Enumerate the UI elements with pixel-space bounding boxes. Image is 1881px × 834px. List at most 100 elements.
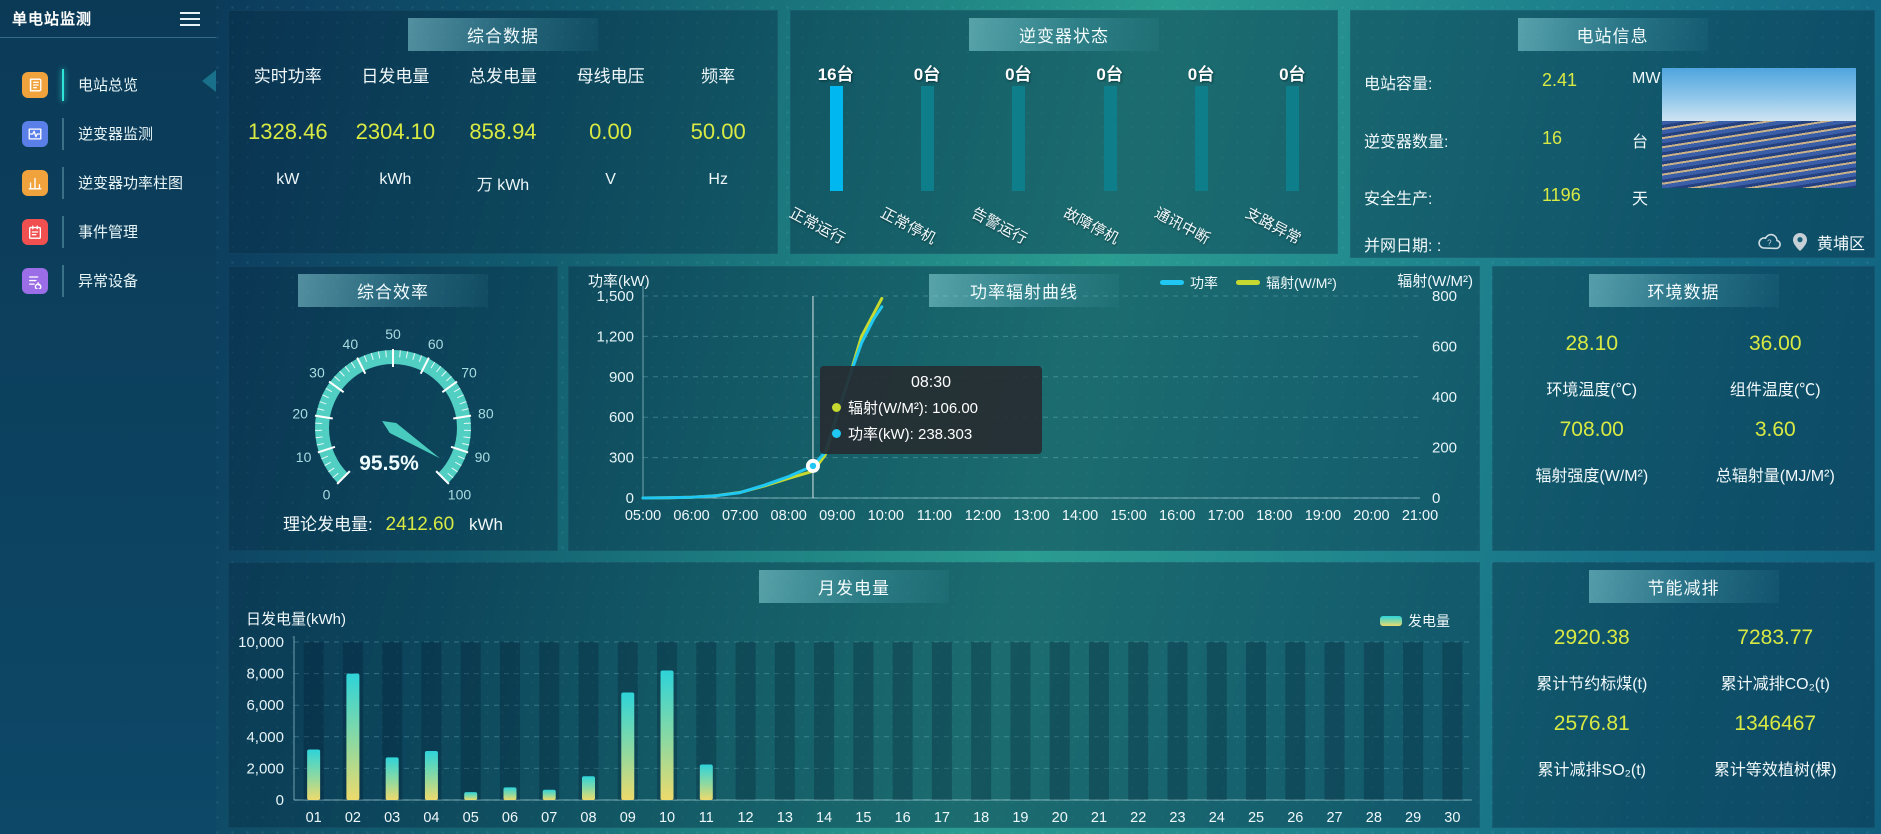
bar-day-11[interactable] [699,764,713,800]
metric-unit: 万 kWh [476,177,530,194]
inverter-status-category: 通讯中断 [1151,204,1213,248]
bar-shadow-column [1246,642,1267,800]
gauge-minor-tick [405,351,409,359]
inverter-status-category: 告警运行 [968,204,1030,248]
x-axis-tick: 14:00 [1062,508,1098,524]
panel-title-curve: 功率辐射曲线 [929,274,1119,307]
metric-value: 50.00 [690,119,746,144]
legend-swatch [1380,616,1402,626]
tooltip-series-row: 辐射(W/M²): 106.00 [832,397,1030,418]
bar-day-06[interactable] [503,787,517,800]
series-line-功率 [641,305,884,500]
hamburger-menu-icon[interactable] [178,10,202,28]
inverter-status-bar[interactable] [1194,86,1208,191]
efficiency-gauge-chart[interactable]: 0 10 20 30 40 50 60 70 80 90 100 95.5% [228,300,558,504]
environment-cell-4: 3.60 总辐射量(MJ/M²) [1684,418,1868,486]
location-pin-icon[interactable] [1792,233,1807,251]
bar-day-09[interactable] [621,692,635,800]
station-info-row-4: 并网日期: : [1364,232,1442,255]
weather-cloud-icon[interactable]: ? [1757,233,1783,251]
gauge-minor-tick [324,461,332,467]
metric-unit: V [605,171,616,188]
panel-inverter-status: 逆变器状态 16台 正常运行 0台 正常停机 0台 告警运行 0台 故障停机 0台 通讯中断 0台支… [786,10,1338,254]
right-axis-tick: 600 [1432,339,1457,356]
sidebar-header: 单电站监测 [0,0,216,38]
legend-item[interactable]: 辐射(W/M²) [1236,275,1337,291]
sidebar-item-2[interactable]: 逆变器监测 [0,109,216,158]
panel-monthly-energy: 月发电量 日发电量(kWh) 发电量 10,000 8,000 6,000 4,000 2,… [228,562,1480,828]
sidebar-collapse-arrow[interactable] [202,70,216,92]
bar-day-08[interactable] [582,776,595,800]
inverter-status-bar[interactable] [1103,86,1117,191]
station-location-row: ? 黄埔区 [1757,230,1865,254]
bar-day-10[interactable] [660,670,674,800]
tooltip-series-text: 功率(kW): 238.303 [848,426,973,443]
left-axis-tick: 600 [609,409,634,426]
inverter-status-bar[interactable] [1012,86,1026,191]
saving-label: 累计节约标煤(t) [1536,676,1648,693]
bar-day-03[interactable] [385,757,399,800]
x-axis-tick: 05 [463,810,479,826]
y-axis-tick: 10,000 [238,634,284,651]
gauge-value: 95.5% [359,452,419,475]
inverter-status-col-5: 0台通讯中断 [1152,56,1246,254]
legend-item[interactable]: 功率 [1160,275,1218,291]
bar-shadow-column [499,642,520,800]
summary-metric-5: 频率 50.00 Hz [664,50,772,244]
theory-energy-unit: kWh [468,515,503,534]
gauge-minor-tick [445,376,452,382]
bar-day-05[interactable] [464,792,478,800]
station-row-label: 并网日期: : [1364,238,1442,255]
x-axis-tick: 18 [973,810,989,826]
saving-value: 1346467 [1734,712,1817,735]
x-axis-tick: 21:00 [1402,508,1438,524]
bar-day-02[interactable] [346,673,360,800]
gauge-major-tick [419,357,430,375]
inverter-status-bar[interactable] [920,86,934,191]
legend-item[interactable]: 发电量 [1380,613,1450,629]
legend-swatch [1160,280,1184,285]
monitor-glyph [28,127,42,140]
bar-day-04[interactable] [424,751,438,800]
bar-day-01[interactable] [307,749,321,800]
station-row-label: 电站容量: [1364,76,1433,93]
x-axis-tick: 03 [384,810,400,826]
station-info-row-1: 电站容量: 2.41 MW [1364,70,1660,93]
power-radiation-line-chart[interactable]: 1,500 1,200 900 600 300 0 800 600 400 200 0 功率(kW) 辐… [568,266,1480,551]
x-axis-tick: 08 [580,810,596,826]
inverter-status-bar[interactable] [1286,86,1300,191]
inverter-status-bar[interactable] [829,86,843,191]
metric-unit: Hz [708,171,728,188]
inverter-status-col-1: 16台 正常运行 [786,56,881,254]
saving-label: 累计减排SO₂(t) [1537,762,1646,779]
gauge-minor-tick [332,472,339,479]
environment-cell-2: 36.00 组件温度(℃) [1684,332,1868,400]
inverter-status-chart[interactable]: 16台 正常运行 0台 正常停机 0台 告警运行 0台 故障停机 0台 通讯中断 0台 支路异常 [786,56,1338,254]
gauge-minor-tick [453,387,461,393]
panel-energy-saving: 节能减排 2920.38 累计节约标煤(t) 7283.77 累计减排CO₂(t) 25… [1492,562,1875,828]
sidebar-item-4[interactable]: 事件管理 [0,207,216,256]
sidebar-item-3[interactable]: 逆变器功率柱图 [0,158,216,207]
station-row-value: 1196 [1542,185,1581,205]
environment-value: 36.00 [1748,332,1802,355]
x-axis-tick: 12:00 [965,508,1001,524]
gauge-minor-tick [377,351,381,359]
gauge-tick-label: 20 [292,405,308,421]
x-axis-tick: 01 [306,810,322,826]
tooltip-series-dot [832,403,841,412]
gauge-minor-tick [321,455,329,460]
x-axis-tick: 25 [1248,810,1264,826]
monthly-energy-bar-chart[interactable]: 日发电量(kWh) 发电量 10,000 8,000 6,000 4,000 2,000 0 0… [228,562,1480,828]
tooltip-series-dot [832,429,841,438]
app-title: 单电站监测 [12,11,93,28]
sidebar-item-1[interactable]: 电站总览 [0,60,216,109]
gauge-major-tick [328,380,345,393]
legend-label: 辐射(W/M²) [1266,275,1337,291]
gauge-minor-tick [463,436,471,439]
sidebar-item-5[interactable]: 异常设备 [0,256,216,305]
bar-day-07[interactable] [542,789,556,800]
gauge-minor-tick [317,408,325,411]
gauge-minor-tick [316,443,324,446]
inverter-status-category: 故障停机 [1060,204,1122,248]
inverter-count-label: 0台 [1187,65,1215,84]
